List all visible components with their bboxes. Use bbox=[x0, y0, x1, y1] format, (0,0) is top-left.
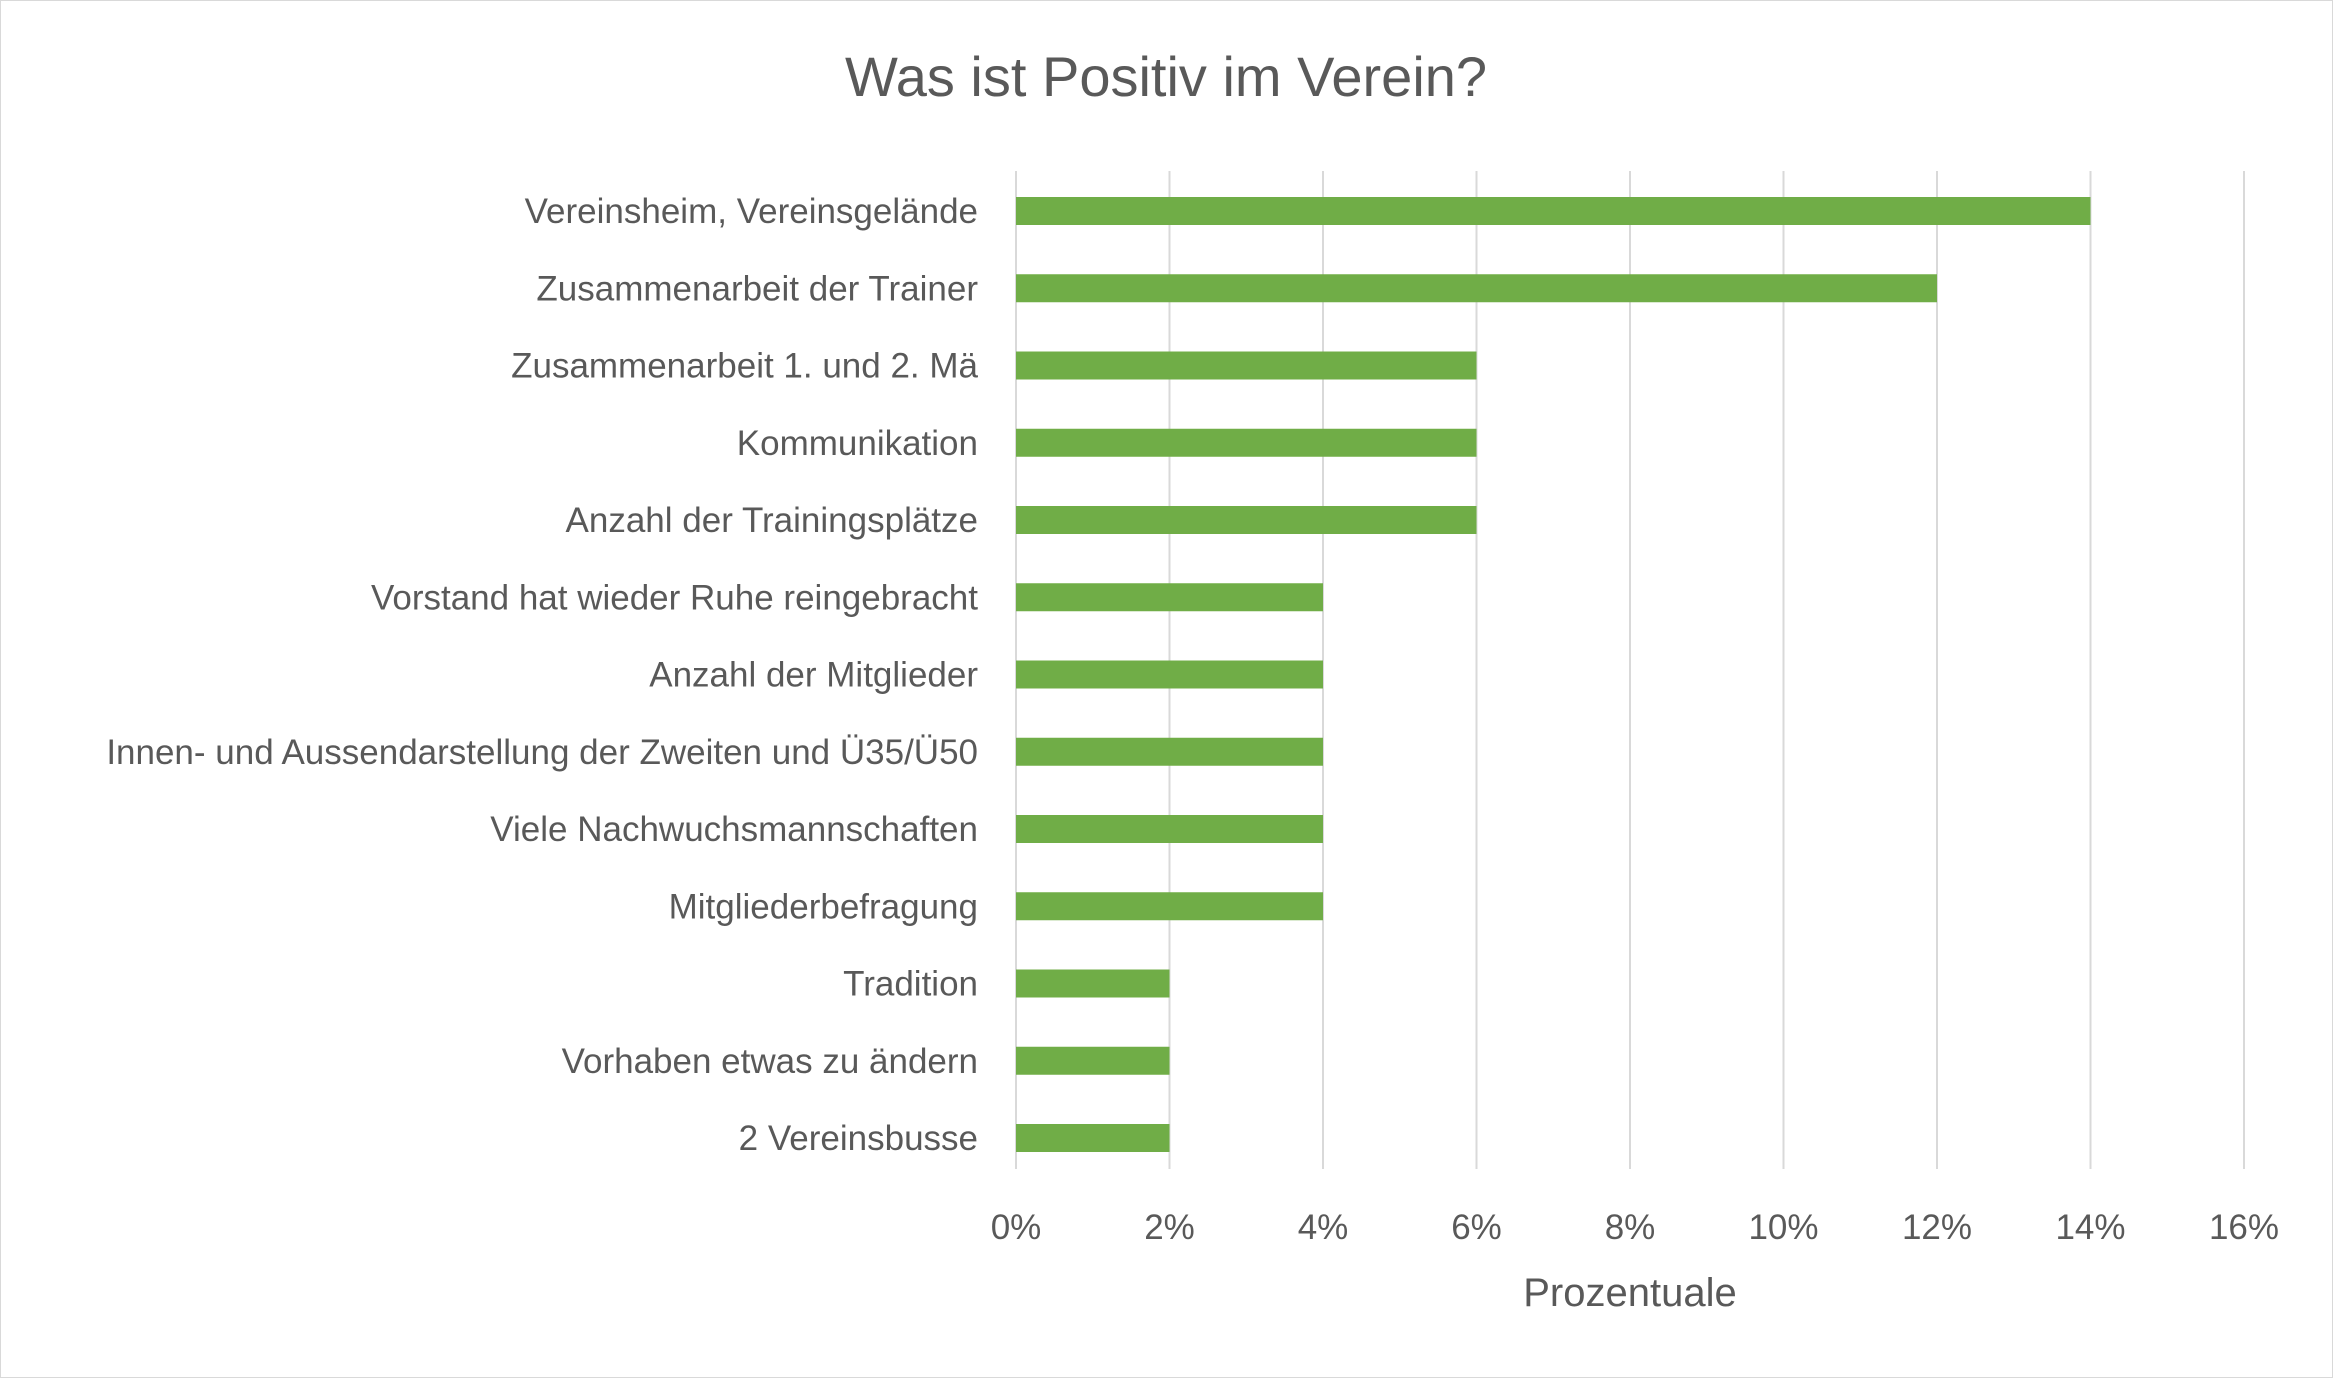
chart-title: Was ist Positiv im Verein? bbox=[845, 45, 1487, 108]
category-label: 2 Vereinsbusse bbox=[739, 1119, 978, 1158]
bar bbox=[1016, 428, 1477, 457]
bar bbox=[1016, 660, 1323, 689]
x-tick-label: 8% bbox=[1605, 1208, 1656, 1247]
category-label: Innen- und Aussendarstellung der Zweiten… bbox=[106, 733, 978, 772]
category-label: Anzahl der Trainingsplätze bbox=[566, 501, 978, 540]
category-labels: Vereinsheim, Vereinsgelände Zusammenarbei… bbox=[106, 192, 978, 1158]
category-label: Anzahl der Mitglieder bbox=[649, 656, 978, 695]
category-label: Vorhaben etwas zu ändern bbox=[562, 1042, 978, 1081]
x-tick-label: 16% bbox=[2209, 1208, 2279, 1247]
category-label: Kommunikation bbox=[737, 424, 978, 463]
bar bbox=[1016, 1046, 1170, 1075]
bar bbox=[1016, 892, 1323, 921]
gridlines bbox=[1015, 171, 2245, 1169]
x-tick-label: 0% bbox=[991, 1208, 1042, 1247]
bar bbox=[1016, 506, 1477, 534]
category-label: Tradition bbox=[843, 965, 978, 1004]
bars bbox=[1016, 197, 2091, 1152]
x-axis-title: Prozentuale bbox=[1523, 1271, 1736, 1315]
bar bbox=[1016, 1124, 1170, 1152]
category-label: Vereinsheim, Vereinsgelände bbox=[525, 192, 978, 231]
x-tick-label: 14% bbox=[2055, 1208, 2125, 1247]
bar bbox=[1016, 583, 1323, 612]
x-tick-label: 10% bbox=[1748, 1208, 1818, 1247]
bar bbox=[1016, 351, 1477, 380]
x-tick-label: 4% bbox=[1298, 1208, 1349, 1247]
x-tick-label: 12% bbox=[1902, 1208, 1972, 1247]
category-label: Viele Nachwuchsmannschaften bbox=[490, 810, 978, 849]
category-label: Zusammenarbeit 1. und 2. Mä bbox=[511, 347, 978, 386]
category-label: Vorstand hat wieder Ruhe reingebracht bbox=[371, 578, 978, 617]
bar bbox=[1016, 815, 1323, 843]
bar bbox=[1016, 737, 1323, 766]
category-label: Mitgliederbefragung bbox=[669, 887, 978, 926]
x-tick-label: 6% bbox=[1451, 1208, 1502, 1247]
bar bbox=[1016, 274, 1937, 303]
bar bbox=[1016, 969, 1170, 998]
x-tick-label: 2% bbox=[1144, 1208, 1195, 1247]
category-label: Zusammenarbeit der Trainer bbox=[536, 269, 978, 308]
x-tick-labels: 0% 2% 4% 6% 8% 10% 12% 14% 16% bbox=[991, 1208, 2279, 1247]
bar bbox=[1016, 197, 2091, 225]
